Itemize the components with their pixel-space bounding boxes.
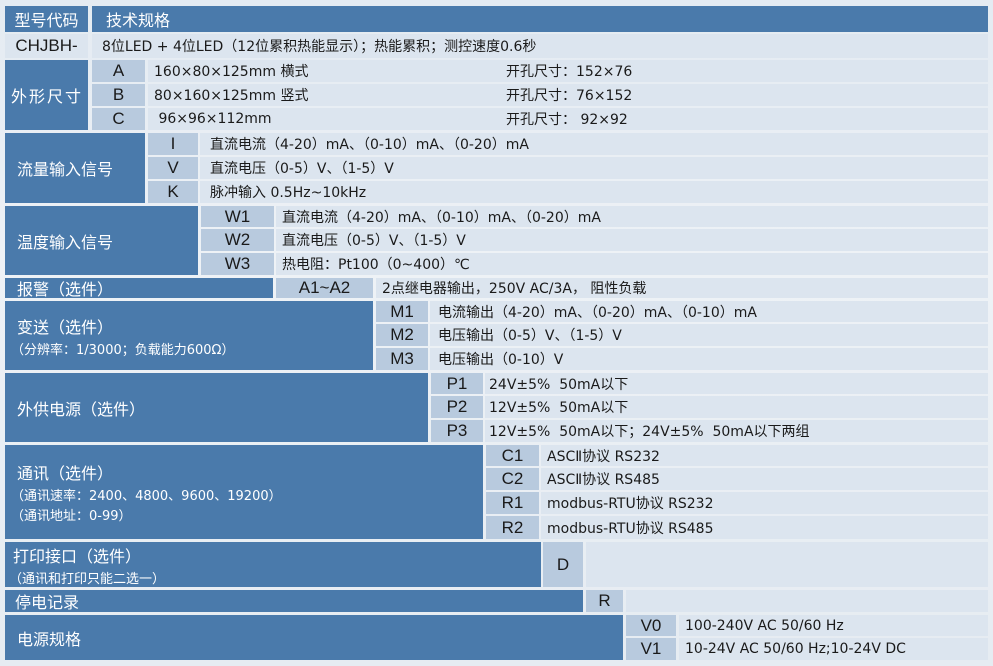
dimensions-row-b: 80×160×125mm 竖式 开孔尺寸：76×152	[148, 84, 988, 106]
power-spec-desc-v1: 10-24V AC 50/60 Hz;10-24V DC	[679, 638, 988, 660]
comm-code-c2: C2	[486, 468, 539, 490]
power-supply-code-p2: P2	[431, 396, 483, 418]
dimensions-size-c: 96×96×112mm	[154, 111, 272, 127]
print-code: D	[543, 542, 583, 587]
temp-desc-w3: 热电阻：Pt100（0~400）℃	[276, 253, 988, 275]
power-supply-desc-p3: 12V±5% 50mA以下；24V±5% 50mA以下两组	[485, 420, 988, 442]
comm-desc-r1: modbus-RTU协议 RS232	[541, 492, 988, 514]
dimensions-cutout-c: 开孔尺寸： 92×92	[506, 112, 628, 128]
flow-desc-v: 直流电压（0-5）V、（1-5）V	[200, 157, 988, 179]
temp-input-label-text: 温度输入信号	[17, 232, 114, 252]
transmit-code-m2: M2	[376, 324, 428, 346]
print-label: 打印接口（选件） （通讯和打印只能二选一）	[5, 542, 541, 587]
dimensions-code-a: A	[92, 60, 145, 82]
comm-label-text: 通讯（选件）	[17, 464, 114, 483]
flow-desc-k: 脉冲输入 0.5Hz~10kHz	[200, 181, 988, 203]
transmit-label-sub: （分辨率：1/3000；负载能力600Ω）	[11, 342, 235, 358]
base-model-code: CHJBH-	[5, 34, 88, 58]
temp-code-w3: W3	[201, 253, 274, 275]
comm-code-c1: C1	[486, 445, 539, 466]
comm-code-r1: R1	[486, 492, 539, 514]
power-supply-label: 外供电源（选件）	[5, 373, 428, 442]
dimensions-size-b: 80×160×125mm 竖式	[154, 88, 309, 104]
comm-desc-c1: ASCⅡ协议 RS232	[541, 445, 988, 466]
comm-desc-c2: ASCⅡ协议 RS485	[541, 468, 988, 490]
flow-code-i: I	[148, 133, 198, 155]
dimensions-cutout-a: 开孔尺寸：152×76	[506, 64, 633, 80]
dimensions-row-a: 160×80×125mm 横式 开孔尺寸：152×76	[148, 60, 988, 82]
flow-code-k: K	[148, 181, 198, 203]
base-model-desc: 8位LED + 4位LED（12位累积热能显示）；热能累积；测控速度0.6秒	[92, 34, 988, 58]
alarm-desc: 2点继电器输出，250V AC/3A， 阻性负载	[376, 278, 988, 298]
flow-input-label: 流量输入信号	[5, 133, 145, 203]
power-fail-label-text: 停电记录	[15, 593, 80, 612]
power-spec-code-v0: V0	[626, 615, 676, 636]
print-desc	[586, 542, 988, 587]
print-label-text: 打印接口（选件）	[13, 546, 142, 566]
comm-label: 通讯（选件） （通讯速率：2400、4800、9600、19200） （通讯地址…	[5, 445, 483, 539]
power-spec-label: 电源规格	[5, 615, 623, 660]
alarm-label-text: 报警（选件）	[17, 280, 114, 298]
transmit-desc-m1: 电流输出（4-20）mA、（0-20）mA、（0-10）mA	[430, 301, 988, 322]
power-fail-code: R	[586, 590, 623, 612]
temp-code-w2: W2	[201, 229, 274, 251]
dimensions-size-a: 160×80×125mm 横式	[154, 64, 309, 80]
flow-code-v: V	[148, 157, 198, 179]
power-supply-desc-p2: 12V±5% 50mA以下	[485, 396, 988, 418]
comm-code-r2: R2	[486, 516, 539, 539]
transmit-code-m1: M1	[376, 301, 428, 322]
temp-desc-w1: 直流电流（4-20）mA、（0-10）mA、（0-20）mA	[276, 206, 988, 227]
dimensions-label-text: 外形尺寸	[11, 87, 84, 106]
transmit-label: 变送（选件） （分辨率：1/3000；负载能力600Ω）	[5, 301, 373, 370]
comm-desc-r2: modbus-RTU协议 RS485	[541, 516, 988, 539]
transmit-desc-m3: 电压输出（0-10）V	[430, 348, 988, 370]
dimensions-label: 外形尺寸	[5, 60, 88, 130]
flow-desc-i: 直流电流（4-20）mA、（0-10）mA、（0-20）mA	[200, 133, 988, 155]
transmit-code-m3: M3	[376, 348, 428, 370]
power-supply-code-p3: P3	[431, 420, 483, 442]
transmit-desc-m2: 电压输出（0-5）V、（1-5）V	[430, 324, 988, 346]
transmit-label-text: 变送（选件）	[17, 317, 114, 337]
dimensions-cutout-b: 开孔尺寸：76×152	[506, 88, 633, 104]
alarm-code: A1~A2	[276, 278, 373, 298]
temp-desc-w2: 直流电压（0-5）V、（1-5）V	[276, 229, 988, 251]
power-supply-desc-p1: 24V±5% 50mA以下	[485, 373, 988, 394]
power-supply-code-p1: P1	[431, 373, 483, 394]
alarm-label: 报警（选件）	[5, 278, 273, 298]
flow-input-label-text: 流量输入信号	[17, 160, 114, 179]
header-spec: 技术规格	[92, 6, 988, 32]
header-model-code: 型号代码	[5, 6, 88, 32]
power-spec-code-v1: V1	[626, 638, 676, 660]
dimensions-row-c: 96×96×112mm 开孔尺寸： 92×92	[148, 108, 988, 130]
dimensions-code-b: B	[92, 84, 145, 106]
comm-label-sub-rate: （通讯速率：2400、4800、9600、19200）	[11, 489, 282, 504]
power-spec-desc-v0: 100-240V AC 50/60 Hz	[679, 615, 988, 636]
temp-code-w1: W1	[201, 206, 274, 227]
comm-label-sub-address: （通讯地址：0-99）	[11, 509, 132, 524]
power-fail-label: 停电记录	[5, 590, 583, 612]
power-supply-label-text: 外供电源（选件）	[17, 399, 146, 419]
power-fail-desc	[626, 590, 988, 612]
power-spec-label-text: 电源规格	[17, 629, 82, 649]
temp-input-label: 温度输入信号	[5, 206, 198, 275]
dimensions-code-c: C	[92, 108, 145, 130]
print-label-sub: （通讯和打印只能二选一）	[9, 571, 166, 587]
